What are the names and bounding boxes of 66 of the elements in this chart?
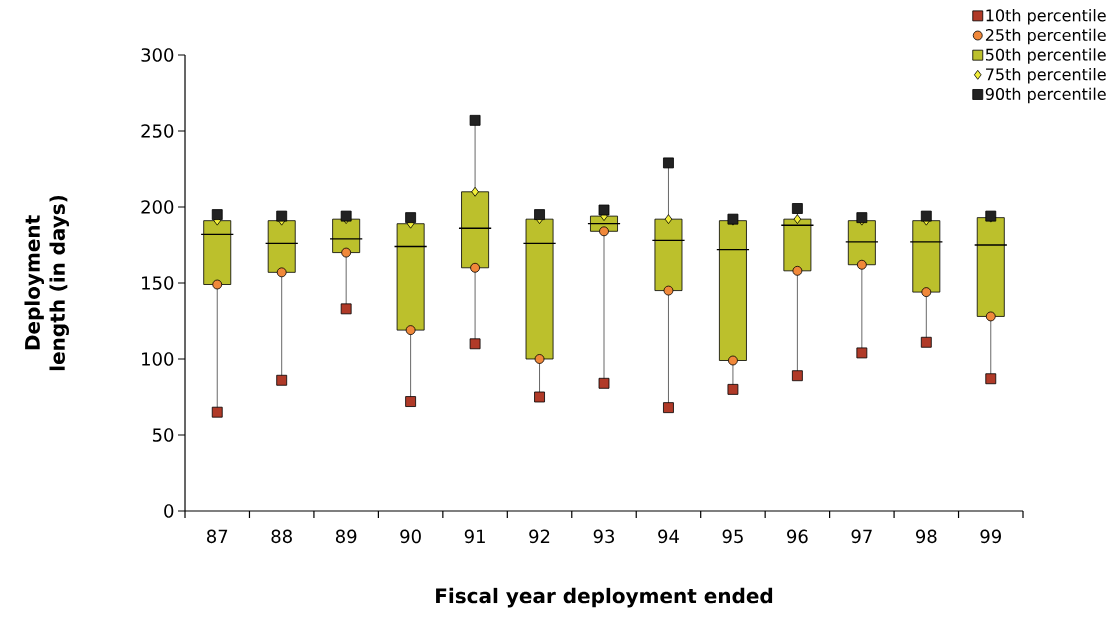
x-tick-label: 90 — [400, 529, 421, 544]
point — [276, 267, 287, 278]
y-tick-label: 100 — [142, 352, 174, 366]
point — [340, 303, 352, 315]
point — [211, 406, 223, 418]
point — [470, 262, 480, 273]
point — [856, 347, 868, 359]
point — [405, 212, 417, 224]
point — [791, 203, 803, 214]
point — [341, 247, 352, 258]
x-tick-label: 91 — [464, 529, 485, 544]
point — [598, 377, 610, 389]
x-tick-label: 97 — [851, 529, 872, 544]
x-tick-label: 93 — [593, 529, 615, 544]
point — [920, 336, 932, 348]
x-tick-label: 94 — [658, 529, 679, 544]
point — [985, 311, 996, 322]
point — [856, 259, 867, 270]
legend-label: 75th percentile — [986, 68, 1106, 84]
y-tick-label: 150 — [142, 276, 174, 290]
point — [663, 285, 674, 296]
x-tick-label: 99 — [980, 529, 1001, 544]
point — [276, 210, 288, 222]
x-tick-label: 87 — [207, 529, 228, 544]
point — [534, 354, 545, 364]
point — [791, 370, 803, 382]
point — [728, 355, 738, 366]
point — [985, 373, 997, 385]
point — [792, 265, 803, 276]
y-tick-label: 0 — [164, 504, 174, 518]
legend-label: 10th percentile — [986, 9, 1106, 25]
point — [340, 210, 352, 222]
point — [921, 287, 932, 298]
point — [212, 279, 223, 290]
point — [405, 325, 416, 336]
x-tick-label: 98 — [915, 529, 937, 544]
point — [534, 391, 545, 403]
point — [471, 186, 479, 197]
point — [663, 402, 674, 414]
point — [211, 209, 223, 220]
x-tick-label: 96 — [787, 529, 808, 544]
point — [534, 209, 545, 220]
y-tick-label: 50 — [152, 428, 174, 442]
point — [920, 210, 932, 222]
point — [663, 157, 674, 169]
legend-label: 50th percentile — [986, 48, 1106, 64]
x-tick-label: 89 — [335, 529, 357, 544]
point — [793, 214, 802, 225]
point — [727, 383, 739, 395]
point — [469, 338, 481, 350]
y-tick-label: 250 — [141, 124, 174, 138]
point — [598, 204, 610, 216]
x-tick-label: 88 — [271, 529, 292, 544]
point — [405, 396, 417, 407]
x-axis-title: Fiscal year deployment ended — [436, 587, 773, 608]
y-tick-label: 200 — [141, 200, 174, 214]
point — [664, 214, 673, 225]
y-axis-title: Deployment length (in days) — [24, 195, 69, 371]
x-tick-label: 95 — [722, 529, 743, 544]
point — [276, 374, 288, 386]
y-tick-label: 300 — [141, 48, 174, 62]
legend-label: 90th percentile — [985, 87, 1106, 104]
point — [599, 226, 609, 237]
point — [469, 114, 481, 126]
legend-label: 25th percentile — [985, 28, 1106, 45]
x-tick-label: 92 — [529, 529, 550, 544]
